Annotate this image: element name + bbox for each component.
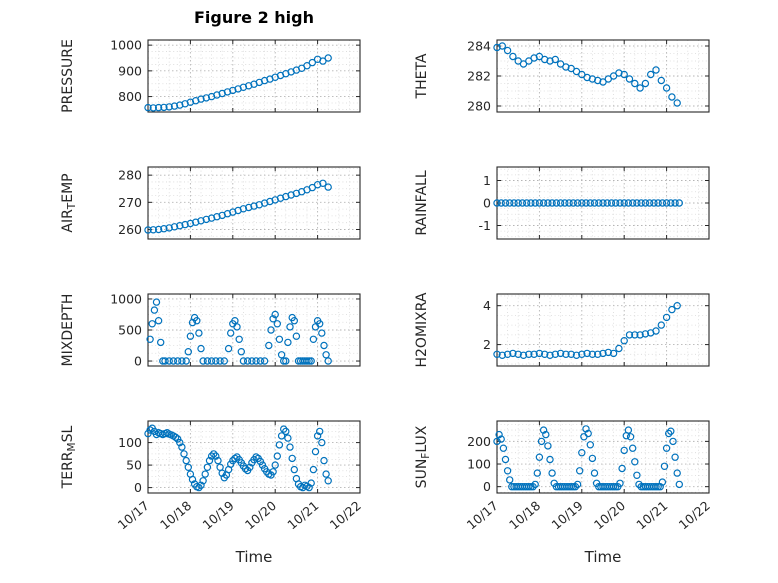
svg-text:0: 0 (134, 480, 142, 495)
svg-text:0: 0 (483, 479, 491, 494)
ylabel-text: THETA (414, 53, 430, 99)
axes-box (147, 420, 361, 494)
svg-text:200: 200 (467, 434, 491, 449)
y-tick-labels: 0 500 1000 (110, 291, 142, 368)
axes-box (496, 39, 710, 113)
data-points (144, 54, 332, 112)
ylabel-text: SUN (414, 458, 430, 489)
plot-h2omixra: 24 (483, 293, 710, 367)
y-tick-labels: 800 900 1000 (110, 38, 142, 104)
y-tick-labels: 0 100 200 (467, 434, 491, 494)
ylabel-text: RAINFALL (414, 170, 430, 236)
svg-text:0: 0 (134, 354, 142, 369)
plot-sun-flux: 0 100 200 10/17 10/18 10/19 10/20 10/21 10/22 (464, 420, 713, 533)
svg-text:4: 4 (483, 298, 491, 313)
minor-grid (148, 40, 360, 112)
svg-text:800: 800 (118, 89, 142, 104)
svg-text:900: 900 (118, 63, 142, 78)
axes-box (496, 420, 710, 494)
svg-text:10/22: 10/22 (327, 498, 364, 533)
svg-text:10/20: 10/20 (591, 498, 628, 533)
ylabel-sun-flux: SUNFLUX (414, 382, 434, 532)
x-tick-labels: 10/17 10/18 10/19 10/20 10/21 10/22 (464, 498, 713, 533)
svg-text:50: 50 (126, 458, 142, 473)
svg-text:10/18: 10/18 (157, 498, 194, 533)
svg-text:260: 260 (118, 222, 142, 237)
plot-mixdepth: 0 500 1000 (110, 291, 361, 369)
svg-text:10/21: 10/21 (284, 498, 321, 533)
svg-text:280: 280 (118, 168, 142, 183)
ylabel-text: AIR (60, 209, 76, 233)
svg-text:1000: 1000 (110, 38, 142, 53)
ylabel-text: MIXDEPTH (60, 293, 76, 367)
data-points (493, 199, 683, 207)
ylabel-text-subscript: M (66, 442, 78, 452)
svg-text:10/17: 10/17 (115, 498, 152, 533)
svg-text:10/18: 10/18 (506, 498, 543, 533)
axes-box (147, 166, 361, 240)
svg-text:282: 282 (467, 69, 491, 84)
svg-text:1000: 1000 (110, 291, 142, 306)
svg-text:270: 270 (118, 195, 142, 210)
ylabel-text: EMP (60, 173, 76, 203)
figure-title: Figure 2 high (194, 8, 314, 27)
data-points (146, 298, 332, 365)
ylabel-text: PRESSURE (60, 39, 76, 113)
svg-text:100: 100 (118, 435, 142, 450)
data-points (144, 179, 332, 234)
svg-text:10/20: 10/20 (242, 498, 279, 533)
xlabel-time-left: Time (235, 548, 273, 566)
svg-text:1: 1 (483, 173, 491, 188)
svg-text:10/19: 10/19 (199, 498, 236, 533)
svg-text:284: 284 (467, 39, 491, 54)
axes-box (147, 293, 361, 367)
ylabel-text-subscript: T (66, 202, 78, 210)
svg-text:10/21: 10/21 (633, 498, 670, 533)
svg-text:10/17: 10/17 (464, 498, 501, 533)
y-tick-labels: 260 270 280 (118, 168, 142, 237)
x-tick-labels: 10/17 10/18 10/19 10/20 10/21 10/22 (115, 498, 364, 533)
svg-text:-1: -1 (479, 218, 491, 233)
ylabel-text: LUX (414, 425, 430, 453)
y-tick-labels: 24 (483, 298, 491, 352)
plot-terr-msl: 0 50 100 10/17 10/18 10/19 10/20 10/21 10/22 (115, 420, 364, 533)
plot-rainfall: -1 0 1 (479, 166, 710, 240)
ylabel-text: H2OMIXRA (414, 292, 430, 368)
axes-box (496, 166, 710, 240)
y-tick-labels: 0 50 100 (118, 435, 142, 495)
svg-text:500: 500 (118, 323, 142, 338)
ylabel-terr-msl: TERRMSL (60, 382, 80, 532)
svg-text:10/19: 10/19 (548, 498, 585, 533)
plot-theta: 280 282 284 (467, 39, 710, 114)
data-points (493, 425, 683, 491)
y-tick-labels: -1 0 1 (479, 173, 492, 233)
data-points (493, 302, 681, 360)
xlabel-time-right: Time (584, 548, 622, 566)
axes-box (496, 293, 710, 367)
y-tick-labels: 280 282 284 (467, 39, 491, 114)
ylabel-text: TERR (60, 451, 76, 489)
plot-pressure: 800 900 1000 (110, 38, 361, 113)
ylabel-text: SL (60, 425, 76, 443)
ylabel-text-subscript: F (420, 452, 432, 459)
svg-text:280: 280 (467, 99, 491, 114)
data-points (144, 424, 332, 492)
minor-grid (497, 294, 709, 366)
svg-text:0: 0 (483, 196, 491, 211)
data-points (493, 42, 681, 107)
svg-text:100: 100 (467, 457, 491, 472)
svg-text:2: 2 (483, 337, 491, 352)
svg-text:10/22: 10/22 (676, 498, 713, 533)
axes-box (147, 39, 361, 113)
plot-airtemp: 260 270 280 (118, 166, 361, 240)
